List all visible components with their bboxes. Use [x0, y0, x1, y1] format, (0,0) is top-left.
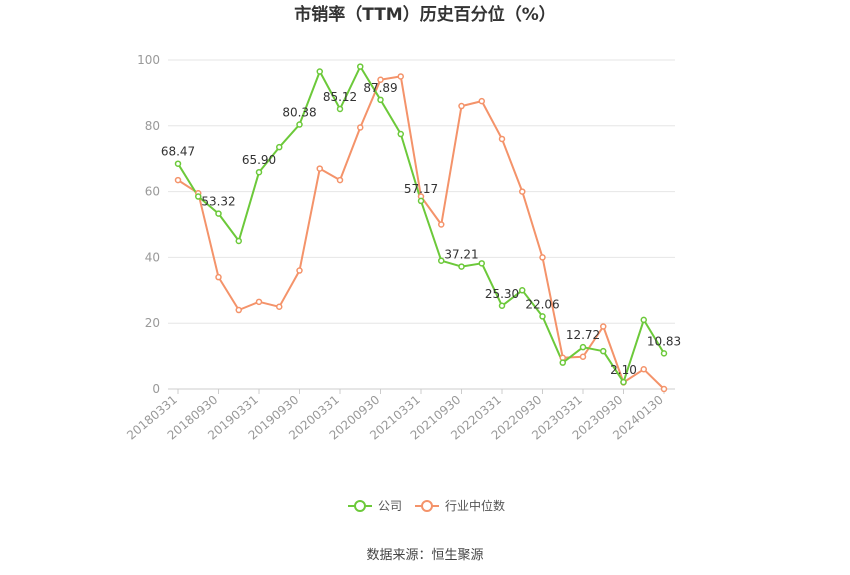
data-point	[539, 254, 546, 261]
data-point	[255, 298, 263, 306]
data-point	[235, 237, 242, 245]
data-point	[174, 160, 182, 167]
legend-swatch-marker	[421, 500, 433, 512]
data-point	[498, 135, 506, 143]
y-tick-label: 80	[145, 119, 160, 133]
data-label: 57.17	[404, 182, 438, 196]
y-tick-label: 100	[137, 53, 160, 67]
data-label: 65.90	[242, 153, 276, 167]
y-tick-label: 60	[145, 185, 160, 199]
source-note: 数据来源：恒生聚源	[366, 548, 483, 563]
data-label: 85.12	[323, 90, 357, 104]
data-label: 12.72	[566, 328, 600, 342]
data-labels: 68.47 53.32 65.90 80.38 85.12 87.89 57.17 37.21…	[161, 81, 681, 377]
data-label: 68.47	[161, 145, 195, 159]
data-label: 10.83	[647, 334, 681, 348]
data-point	[377, 76, 384, 83]
data-point	[235, 306, 242, 314]
data-point	[579, 353, 587, 361]
legend-swatch-marker	[354, 500, 366, 512]
y-tick-label: 0	[152, 382, 160, 396]
data-point	[215, 210, 222, 217]
data-point	[600, 323, 607, 330]
data-point	[660, 385, 668, 393]
data-point	[276, 303, 283, 310]
data-label: 2.10	[610, 363, 637, 377]
data-point	[316, 68, 323, 75]
data-point	[357, 63, 364, 70]
data-point	[397, 130, 404, 138]
data-point	[417, 197, 425, 205]
data-point	[458, 263, 465, 270]
data-point	[357, 124, 364, 131]
legend: 公司 行业中位数	[348, 498, 505, 513]
data-point	[215, 273, 222, 281]
data-point	[336, 105, 344, 113]
data-point	[579, 343, 587, 351]
y-tick-label: 40	[145, 250, 160, 264]
data-point	[397, 73, 404, 80]
data-point	[519, 188, 526, 195]
y-axis-ticks: 0 20 40 60 80 100	[137, 53, 160, 396]
series-points	[174, 63, 668, 393]
data-point	[438, 257, 445, 264]
data-point	[519, 287, 526, 294]
data-point	[559, 359, 566, 366]
data-point	[539, 313, 546, 320]
data-point	[195, 193, 202, 200]
chart-title: 市销率（TTM）历史百分位（%）	[294, 4, 556, 25]
data-point	[316, 165, 323, 172]
data-point	[600, 347, 607, 355]
data-point	[336, 176, 344, 184]
legend-label: 行业中位数	[445, 498, 505, 513]
data-point	[660, 350, 668, 357]
data-point	[478, 97, 485, 105]
x-axis: 2018033120180930201903312019093020200331…	[124, 388, 675, 443]
data-point	[640, 316, 647, 324]
data-point	[498, 302, 506, 310]
data-point	[276, 143, 283, 151]
data-point	[296, 267, 303, 274]
data-point	[296, 121, 303, 128]
data-point	[478, 260, 485, 267]
data-label: 37.21	[444, 248, 478, 262]
data-point	[620, 378, 627, 386]
data-label: 53.32	[201, 195, 235, 209]
data-point	[377, 96, 384, 104]
data-point	[640, 366, 647, 373]
data-point	[255, 168, 263, 176]
data-point	[458, 102, 465, 110]
data-label: 80.38	[282, 106, 316, 120]
data-point	[438, 221, 445, 228]
y-tick-label: 20	[145, 316, 160, 330]
data-point	[174, 176, 182, 184]
data-label: 22.06	[525, 297, 559, 311]
legend-label: 公司	[378, 499, 402, 513]
data-label: 25.30	[485, 287, 519, 301]
data-label: 87.89	[363, 81, 397, 95]
